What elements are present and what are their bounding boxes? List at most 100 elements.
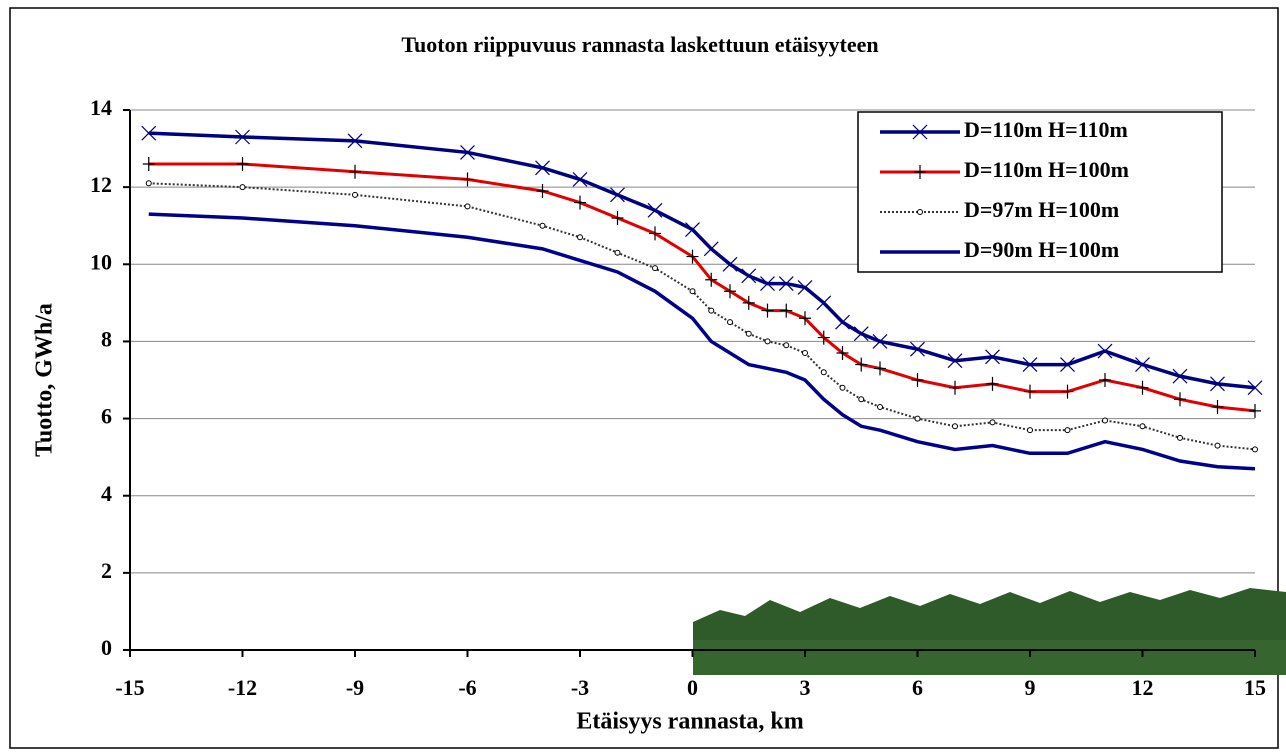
marker <box>778 276 794 291</box>
marker <box>461 172 474 187</box>
marker <box>724 284 736 299</box>
marker <box>1097 343 1113 359</box>
marker <box>855 357 868 372</box>
marker <box>742 295 755 310</box>
marker <box>539 222 546 229</box>
marker <box>947 353 963 369</box>
marker <box>917 209 923 215</box>
marker <box>986 376 999 391</box>
marker <box>912 124 928 140</box>
x-tick-label: 0 <box>687 675 698 700</box>
marker <box>780 303 793 318</box>
marker <box>820 369 827 376</box>
legend-label: D=90m H=100m <box>964 237 1119 262</box>
marker <box>839 384 846 391</box>
x-tick-label: -6 <box>458 675 476 700</box>
marker <box>1102 417 1108 424</box>
marker <box>816 295 832 311</box>
marker <box>1214 442 1221 449</box>
marker <box>914 165 926 179</box>
marker <box>722 256 738 272</box>
marker <box>536 184 549 198</box>
marker <box>1177 434 1183 441</box>
marker <box>1061 384 1074 399</box>
marker <box>914 415 921 422</box>
x-tick-label: -12 <box>228 675 257 700</box>
marker <box>708 307 715 314</box>
marker <box>783 342 790 349</box>
marker <box>985 349 1000 365</box>
x-tick-label: -15 <box>115 675 144 700</box>
marker <box>703 241 719 257</box>
marker <box>352 191 358 198</box>
marker <box>1174 392 1186 407</box>
legend-box <box>857 111 1223 273</box>
marker <box>614 249 621 256</box>
y-tick-label: 8 <box>101 326 112 351</box>
marker <box>647 202 663 218</box>
marker <box>611 211 624 225</box>
x-tick-label: 3 <box>800 675 811 700</box>
y-tick-label: 2 <box>101 558 112 583</box>
marker <box>745 330 752 337</box>
forest-image-shade <box>693 640 1286 675</box>
marker <box>652 265 658 272</box>
marker <box>761 303 774 318</box>
legend-label: D=110m H=100m <box>964 157 1129 182</box>
marker <box>1099 373 1111 387</box>
marker <box>142 157 155 171</box>
marker <box>239 184 246 191</box>
marker <box>1136 380 1149 395</box>
marker <box>349 164 361 179</box>
marker <box>817 330 830 345</box>
y-tick-label: 0 <box>101 635 112 660</box>
marker <box>741 268 757 284</box>
marker <box>235 129 250 145</box>
x-tick-label: -3 <box>571 675 589 700</box>
marker <box>705 272 718 287</box>
marker <box>877 404 883 410</box>
chart-title: Tuoton riippuvuus rannasta laskettuun et… <box>401 32 878 57</box>
y-tick-label: 14 <box>90 95 112 120</box>
marker <box>797 280 813 295</box>
x-tick-label: 6 <box>912 675 923 700</box>
marker <box>574 195 586 210</box>
marker <box>610 187 625 203</box>
marker <box>464 203 471 210</box>
marker <box>1210 376 1225 392</box>
marker <box>1022 357 1038 372</box>
marker <box>1135 357 1150 372</box>
marker <box>952 423 958 430</box>
x-axis-label: Etäisyys rannasta, km <box>576 709 803 735</box>
marker <box>764 338 771 345</box>
marker <box>1139 423 1146 430</box>
marker <box>1211 400 1224 414</box>
marker <box>535 160 550 176</box>
marker <box>872 334 888 349</box>
marker <box>853 326 869 342</box>
y-axis-label: Tuotto, GWh/a <box>32 303 58 457</box>
marker <box>1060 357 1075 372</box>
y-tick-label: 10 <box>90 249 112 274</box>
series-line <box>148 212 1256 471</box>
marker <box>145 180 152 187</box>
legend-label: D=97m H=100m <box>964 197 1119 222</box>
x-tick-label: 12 <box>1132 675 1154 700</box>
marker <box>911 373 924 387</box>
marker <box>1249 403 1261 418</box>
y-tick-label: 12 <box>90 172 112 197</box>
legend-label: D=110m H=110m <box>964 117 1128 142</box>
marker <box>835 314 850 330</box>
y-tick-label: 4 <box>101 481 112 506</box>
marker <box>577 234 583 241</box>
marker <box>686 249 699 264</box>
marker <box>1247 380 1263 396</box>
marker <box>460 145 475 160</box>
marker <box>689 288 696 295</box>
marker <box>141 125 157 141</box>
marker <box>1252 446 1258 453</box>
marker <box>1024 384 1036 399</box>
marker <box>989 419 996 426</box>
x-tick-label: 9 <box>1025 675 1036 700</box>
